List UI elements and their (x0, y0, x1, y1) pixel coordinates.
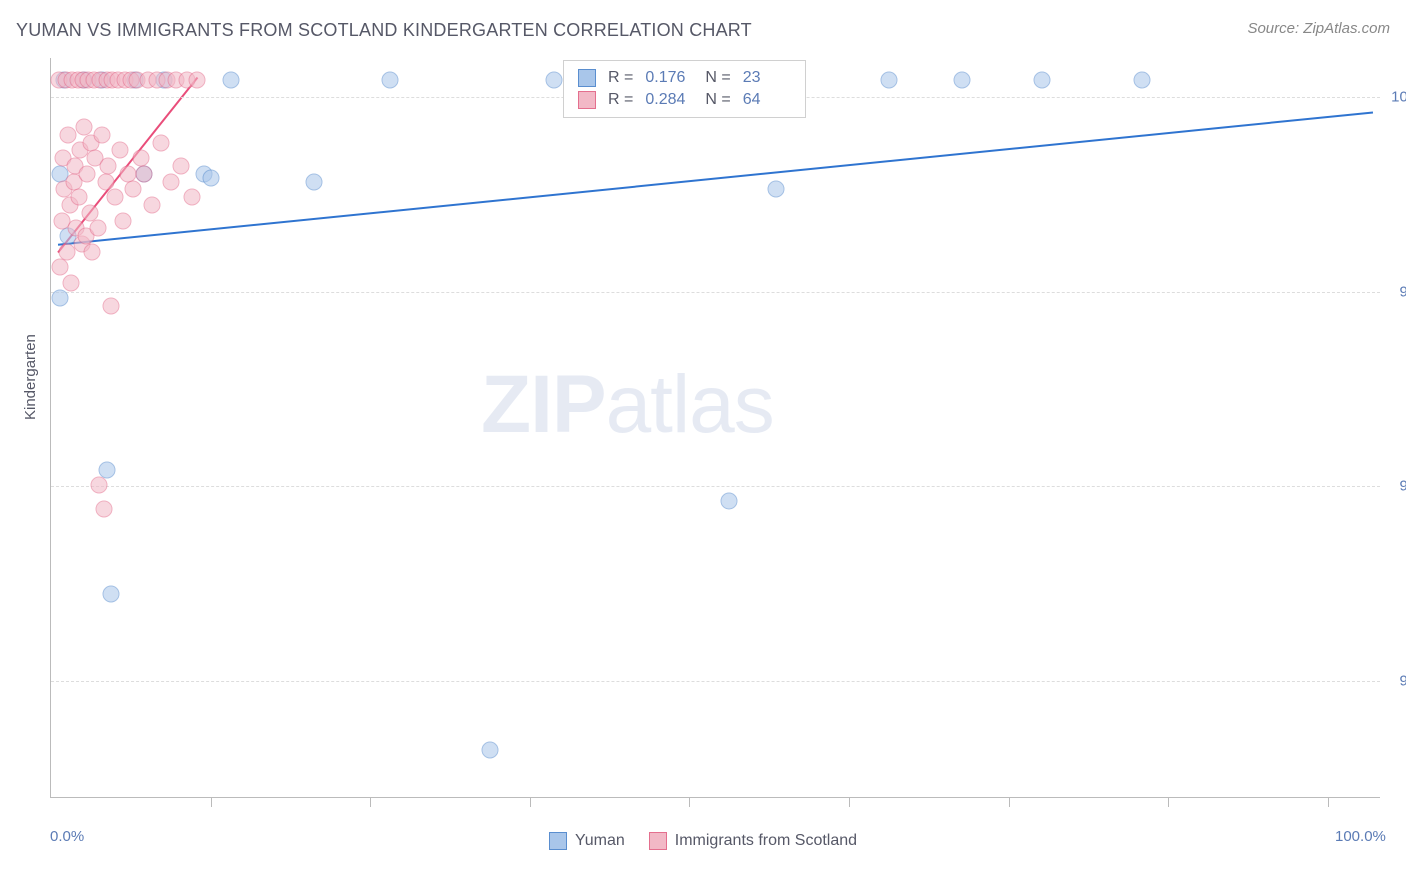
x-tick (370, 797, 371, 807)
data-point (84, 243, 101, 260)
data-point (1033, 72, 1050, 89)
source-attribution: Source: ZipAtlas.com (1247, 20, 1390, 37)
data-point (202, 169, 219, 186)
data-point (60, 126, 77, 143)
data-point (106, 189, 123, 206)
data-point (721, 493, 738, 510)
plot-area: ZIPatlas 92.5%95.0%97.5%100.0% (50, 58, 1380, 798)
data-point (97, 173, 114, 190)
y-tick-label: 100.0% (1391, 88, 1406, 105)
data-point (96, 500, 113, 517)
data-point (1133, 72, 1150, 89)
legend-r-key: R = (608, 91, 633, 109)
y-axis-label: Kindergarten (22, 334, 39, 420)
legend-r-value: 0.284 (645, 91, 693, 109)
data-point (102, 298, 119, 315)
data-point (162, 173, 179, 190)
data-point (52, 290, 69, 307)
y-tick-label: 92.5% (1399, 673, 1406, 690)
gridline (51, 681, 1380, 682)
gridline (51, 486, 1380, 487)
data-point (306, 173, 323, 190)
data-point (120, 165, 137, 182)
legend-n-value: 23 (743, 69, 791, 87)
legend-swatch-scotland (649, 832, 667, 850)
data-point (144, 197, 161, 214)
legend-stats-row: R = 0.284 N = 64 (578, 89, 791, 111)
data-point (102, 586, 119, 603)
legend-n-key: N = (705, 69, 730, 87)
chart-title: YUMAN VS IMMIGRANTS FROM SCOTLAND KINDER… (16, 20, 752, 41)
trend-line (58, 112, 1373, 244)
x-tick (1009, 797, 1010, 807)
data-point (114, 212, 131, 229)
data-point (98, 461, 115, 478)
x-tick (1168, 797, 1169, 807)
data-point (62, 274, 79, 291)
data-point (954, 72, 971, 89)
legend-n-value: 64 (743, 91, 791, 109)
y-tick-label: 97.5% (1399, 283, 1406, 300)
data-point (222, 72, 239, 89)
x-tick (1328, 797, 1329, 807)
data-point (173, 158, 190, 175)
y-tick-label: 95.0% (1399, 478, 1406, 495)
data-point (78, 165, 95, 182)
legend-n-key: N = (705, 91, 730, 109)
data-point (70, 189, 87, 206)
data-point (136, 165, 153, 182)
data-point (880, 72, 897, 89)
gridline (51, 292, 1380, 293)
x-tick (849, 797, 850, 807)
x-tick (211, 797, 212, 807)
legend-label-scotland: Immigrants from Scotland (675, 832, 857, 850)
data-point (52, 259, 69, 276)
legend-swatch (578, 91, 596, 109)
data-point (153, 134, 170, 151)
data-point (183, 189, 200, 206)
data-point (100, 158, 117, 175)
legend-stats-row: R = 0.176 N = 23 (578, 67, 791, 89)
data-point (93, 126, 110, 143)
data-point (133, 150, 150, 167)
legend-bottom: Yuman Immigrants from Scotland (0, 832, 1406, 850)
x-tick (689, 797, 690, 807)
legend-stats: R = 0.176 N = 23 R = 0.284 N = 64 (563, 60, 806, 118)
legend-swatch-yuman (549, 832, 567, 850)
legend-label-yuman: Yuman (575, 832, 625, 850)
data-point (81, 204, 98, 221)
legend-swatch (578, 69, 596, 87)
data-point (189, 72, 206, 89)
data-point (90, 477, 107, 494)
legend-r-key: R = (608, 69, 633, 87)
legend-item-yuman: Yuman (549, 832, 625, 850)
data-point (481, 742, 498, 759)
header: YUMAN VS IMMIGRANTS FROM SCOTLAND KINDER… (16, 20, 1390, 41)
trend-lines-svg (51, 58, 1380, 797)
data-point (125, 181, 142, 198)
data-point (767, 181, 784, 198)
data-point (545, 72, 562, 89)
data-point (382, 72, 399, 89)
x-tick (530, 797, 531, 807)
legend-r-value: 0.176 (645, 69, 693, 87)
data-point (76, 119, 93, 136)
data-point (89, 220, 106, 237)
legend-item-scotland: Immigrants from Scotland (649, 832, 857, 850)
data-point (112, 142, 129, 159)
